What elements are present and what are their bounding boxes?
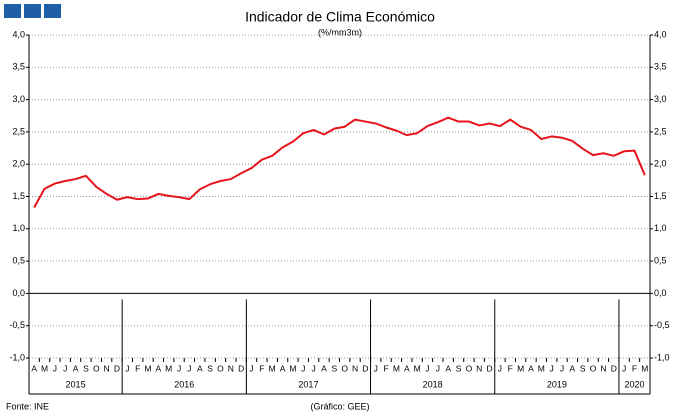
x-tick-label: J — [312, 363, 316, 373]
x-tick-label: S — [83, 363, 89, 373]
y2-tick-label: 3,0 — [654, 94, 667, 104]
x-tick-label: F — [383, 363, 388, 373]
y-tick-label: 0,0 — [12, 288, 25, 298]
x-tick-label: J — [498, 363, 502, 373]
x-tick-label: O — [217, 363, 224, 373]
x-tick-label: F — [632, 363, 637, 373]
chart-title: Indicador de Clima Económico — [245, 9, 435, 25]
x-tick-label: J — [550, 363, 554, 373]
x-tick-label: N — [476, 363, 482, 373]
x-tick-label: A — [73, 363, 79, 373]
x-tick-label: J — [187, 363, 191, 373]
x-tick-label: M — [393, 363, 400, 373]
x-tick-label: D — [362, 363, 368, 373]
y-tick-label: 2,0 — [12, 159, 25, 169]
x-tick-label: A — [31, 363, 37, 373]
x-tick-label: J — [53, 363, 57, 373]
x-tick-label: O — [93, 363, 100, 373]
x-tick-label: J — [425, 363, 429, 373]
y-tick-label: 0,5 — [12, 255, 25, 265]
x-tick-label: A — [197, 363, 203, 373]
x-tick-label: M — [414, 363, 421, 373]
y-tick-label: 1,5 — [12, 191, 25, 201]
x-tick-label: F — [259, 363, 264, 373]
year-label: 2020 — [624, 379, 644, 389]
y-tick-label: 4,0 — [12, 29, 25, 39]
y2-tick-label: -1,0 — [654, 352, 670, 362]
y2-tick-label: 0,5 — [654, 255, 667, 265]
x-tick-label: M — [269, 363, 276, 373]
logo-square — [24, 4, 41, 18]
year-label: 2018 — [423, 379, 443, 389]
source: Fonte: INE — [6, 401, 49, 411]
x-tick-label: S — [207, 363, 213, 373]
year-label: 2015 — [66, 379, 86, 389]
x-tick-label: A — [280, 363, 286, 373]
x-tick-label: J — [622, 363, 626, 373]
x-tick-label: D — [238, 363, 244, 373]
x-tick-label: A — [404, 363, 410, 373]
y-tick-label: 1,0 — [12, 223, 25, 233]
logo-square — [44, 4, 61, 18]
y2-tick-label: 4,0 — [654, 29, 667, 39]
x-tick-label: N — [104, 363, 110, 373]
data-line — [33, 116, 646, 208]
y2-tick-label: 1,5 — [654, 191, 667, 201]
y-tick-label: 3,0 — [12, 94, 25, 104]
x-tick-label: J — [125, 363, 129, 373]
y2-tick-label: 0,0 — [654, 288, 667, 298]
y-tick-label: 3,5 — [12, 62, 25, 72]
x-tick-label: D — [611, 363, 617, 373]
x-tick-label: S — [456, 363, 462, 373]
y2-tick-label: -0,5 — [654, 320, 670, 330]
x-tick-label: O — [590, 363, 597, 373]
x-tick-label: J — [436, 363, 440, 373]
y-tick-label: 2,5 — [12, 126, 25, 136]
year-label: 2017 — [298, 379, 318, 389]
year-label: 2019 — [547, 379, 567, 389]
x-tick-label: D — [487, 363, 493, 373]
x-tick-label: M — [165, 363, 172, 373]
x-tick-label: D — [114, 363, 120, 373]
x-tick-label: M — [538, 363, 545, 373]
y2-tick-label: 1,0 — [654, 223, 667, 233]
x-tick-label: A — [445, 363, 451, 373]
x-tick-label: A — [528, 363, 534, 373]
x-tick-label: A — [321, 363, 327, 373]
x-tick-label: J — [177, 363, 181, 373]
x-tick-label: J — [63, 363, 67, 373]
x-tick-label: A — [570, 363, 576, 373]
x-tick-label: M — [641, 363, 648, 373]
year-label: 2016 — [174, 379, 194, 389]
chart-subtitle: (%/mm3m) — [318, 27, 362, 37]
x-tick-label: J — [374, 363, 378, 373]
y2-tick-label: 2,0 — [654, 159, 667, 169]
x-tick-label: N — [600, 363, 606, 373]
y2-tick-label: 2,5 — [654, 126, 667, 136]
x-tick-label: S — [580, 363, 586, 373]
x-tick-label: M — [289, 363, 296, 373]
y-tick-label: -0,5 — [9, 320, 25, 330]
x-tick-label: S — [331, 363, 337, 373]
y2-tick-label: 3,5 — [654, 62, 667, 72]
x-tick-label: M — [144, 363, 151, 373]
x-tick-label: O — [341, 363, 348, 373]
x-tick-label: J — [301, 363, 305, 373]
x-tick-label: J — [560, 363, 564, 373]
credit: (Gráfico: GEE) — [310, 401, 369, 411]
x-tick-label: O — [466, 363, 473, 373]
x-tick-label: M — [517, 363, 524, 373]
x-tick-label: M — [41, 363, 48, 373]
y-tick-label: -1,0 — [9, 352, 25, 362]
x-tick-label: F — [135, 363, 140, 373]
x-tick-label: A — [156, 363, 162, 373]
x-tick-label: F — [508, 363, 513, 373]
x-tick-label: N — [352, 363, 358, 373]
logo-square — [4, 4, 21, 18]
x-tick-label: J — [249, 363, 253, 373]
x-tick-label: N — [228, 363, 234, 373]
